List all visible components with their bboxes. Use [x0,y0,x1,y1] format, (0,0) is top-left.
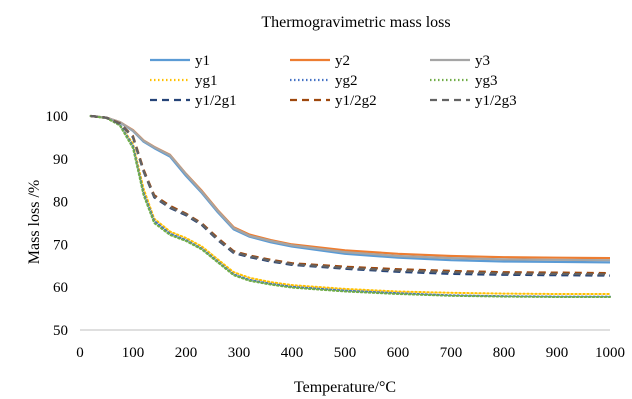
x-tick-label: 700 [440,345,463,361]
x-axis-label: Temperature/°C [294,379,396,396]
series-line [90,114,611,277]
x-tick-label: 300 [228,345,251,361]
y-tick-label: 70 [53,237,68,253]
y-tick-label: 90 [53,152,68,168]
x-tick-label: 200 [175,345,198,361]
legend-label: y2 [335,53,350,69]
legend-label: y1 [195,53,210,69]
y-axis-label: Mass loss /% [26,180,43,264]
x-tick-label: 500 [334,345,357,361]
legend-label: yg2 [335,73,358,89]
x-tick-label: 100 [122,345,145,361]
legend-label: y1/2g1 [195,93,237,109]
x-tick-label: 400 [281,345,304,361]
legend-label: y1/2g3 [475,93,517,109]
series-line [90,114,611,260]
y-tick-label: 80 [53,195,68,211]
x-tick-label: 800 [493,345,516,361]
x-tick-label: 600 [387,345,410,361]
x-axis-ticks: 0 100 200 300 400 500 600 700 800 900 1000 [76,345,625,361]
chart-title: Thermogravimetric mass loss [261,14,450,31]
legend-label: yg1 [195,73,218,89]
y-tick-label: 100 [46,109,69,125]
y-tick-label: 50 [53,323,68,339]
y-axis-ticks: 50 60 70 80 90 100 [46,109,69,339]
legend-label: y1/2g2 [335,93,377,109]
legend: y1 y2 y3 yg1 yg2 yg3 y1/2g1 y1/2g2 y1/2g3 [150,53,517,109]
x-tick-label: 0 [76,345,84,361]
series-line [89,115,611,298]
legend-label: yg3 [475,73,498,89]
plot-area [89,114,611,298]
x-tick-label: 900 [546,345,569,361]
y-tick-label: 60 [53,280,68,296]
series-line [90,114,611,264]
series-line [90,114,611,275]
series-line [90,114,611,262]
x-tick-label: 1000 [595,345,625,361]
series-line [90,114,611,276]
legend-label: y3 [475,53,490,69]
